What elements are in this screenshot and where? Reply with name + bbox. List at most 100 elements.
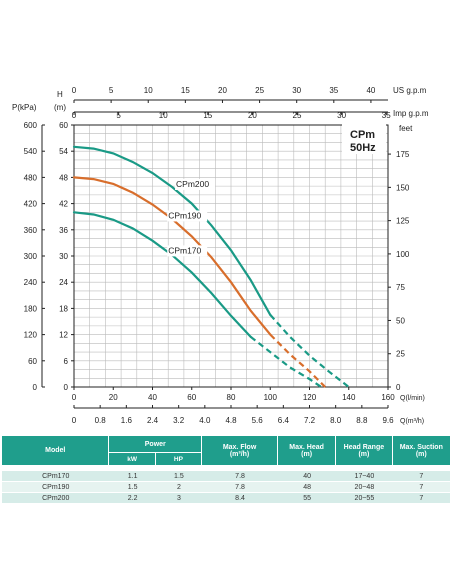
us-gpm-tick-label: 35: [329, 86, 338, 95]
m3h-tick-label: 8.0: [330, 416, 342, 425]
feet-tick-label: 100: [396, 250, 410, 259]
lpm-tick-label: 60: [187, 393, 196, 402]
grid-lines: [74, 125, 388, 387]
col-max-flow-label: Max. Flow: [222, 443, 257, 451]
us-gpm-tick-label: 40: [366, 86, 375, 95]
feet-axis-label: feet: [399, 124, 413, 133]
cell-max-flow: 8.4: [202, 493, 278, 504]
col-hp: HP: [155, 452, 203, 465]
head-tick-label: 60: [59, 121, 68, 130]
lpm-axis-label: Q(l/min): [400, 395, 425, 402]
lpm-tick-label: 40: [148, 393, 157, 402]
imp-gpm-tick-label: 5: [116, 111, 121, 120]
cell-hp: 1.5: [155, 471, 203, 482]
lpm-tick-label: 120: [303, 393, 317, 402]
cell-head-range: 20~55: [336, 493, 393, 504]
us-gpm-axis-label: US g.p.m: [393, 86, 427, 95]
head-tick-label: 24: [59, 278, 68, 287]
m3h-tick-label: 3.2: [173, 416, 185, 425]
m3h-tick-label: 9.6: [382, 416, 394, 425]
cpm200-series-label: CPm200: [176, 179, 209, 189]
cell-max-flow: 7.8: [202, 471, 278, 482]
m3h-tick-label: 6.4: [278, 416, 290, 425]
chart-title: CPm: [350, 129, 375, 141]
chart-title-box: [342, 124, 386, 154]
cell-head-range: 20~48: [336, 482, 393, 493]
head-tick-label: 18: [59, 304, 68, 313]
cell-max-suction: 7: [392, 482, 450, 493]
cpm200-curve-dashed: [269, 314, 350, 388]
m3h-tick-label: 5.6: [252, 416, 264, 425]
head-tick-label: 48: [59, 173, 68, 182]
m3h-tick-label: 2.4: [147, 416, 159, 425]
imp-gpm-tick-label: 20: [248, 111, 257, 120]
table-subheader-row: kW HP: [2, 452, 450, 465]
imp-gpm-tick-label: 35: [382, 111, 391, 120]
feet-tick-label: 125: [396, 217, 410, 226]
col-max-suction-label: Max. Suction: [399, 443, 443, 451]
m3h-axis-label: Q(m³/h): [400, 418, 424, 425]
col-max-flow: Max. Flow (m³/h): [202, 436, 278, 465]
cell-max-flow: 7.8: [202, 482, 278, 493]
cell-hp: 2: [155, 482, 203, 493]
m3h-tick-label: 0.8: [95, 416, 107, 425]
pressure-tick-label: 600: [24, 121, 38, 130]
head-tick-label: 6: [64, 357, 69, 366]
cell-max-suction: 7: [392, 493, 450, 504]
table-spacer: [2, 465, 450, 471]
head-tick-label: 0: [64, 383, 69, 392]
pressure-tick-label: 480: [24, 173, 38, 182]
m3h-tick-label: 8.8: [356, 416, 368, 425]
col-max-flow-unit: (m³/h): [229, 450, 250, 458]
us-gpm-tick-label: 25: [255, 86, 264, 95]
pressure-tick-label: 300: [24, 252, 38, 261]
col-max-head: Max. Head (m): [278, 436, 337, 465]
imp-gpm-tick-label: 30: [337, 111, 346, 120]
axis-ticks: [42, 100, 391, 408]
m3h-tick-label: 1.6: [121, 416, 133, 425]
cell-head-range: 17~40: [336, 471, 393, 482]
pressure-tick-label: 0: [33, 383, 38, 392]
pressure-tick-label: 360: [24, 226, 38, 235]
cpm200-label-bg: [175, 179, 216, 191]
feet-tick-label: 75: [396, 283, 405, 292]
cpm190-series-label: CPm190: [168, 210, 201, 220]
us-gpm-tick-label: 5: [109, 86, 114, 95]
head-tick-label: 42: [59, 200, 68, 209]
imp-gpm-tick-label: 25: [293, 111, 302, 120]
col-kw: kW: [109, 452, 156, 465]
lpm-tick-label: 0: [72, 393, 77, 402]
col-max-suction-unit: (m): [415, 450, 427, 458]
col-model: Model: [2, 436, 110, 465]
cell-max-head: 48: [278, 482, 337, 493]
lpm-tick-label: 160: [381, 393, 395, 402]
cpm170-curve-dashed: [249, 335, 322, 388]
cpm170-series-label: CPm170: [168, 245, 201, 255]
cell-kw: 1.1: [109, 471, 156, 482]
head-tick-label: 12: [59, 331, 68, 340]
axis-tick-labels: 0612182430364248546006012018024030036042…: [24, 86, 410, 425]
cell-model: CPm190: [2, 482, 110, 493]
head-axis-label-unit: (m): [54, 103, 66, 112]
head-tick-label: 54: [59, 147, 68, 156]
cpm190-curve-dashed: [269, 333, 326, 388]
head-axis-label-h: H: [57, 90, 63, 99]
m3h-tick-label: 7.2: [304, 416, 316, 425]
us-gpm-tick-label: 30: [292, 86, 301, 95]
table-row: CPm200 2.2 3 8.4 55 20~55 7: [2, 493, 450, 504]
us-gpm-tick-label: 10: [144, 86, 153, 95]
feet-tick-label: 50: [396, 316, 405, 325]
feet-tick-label: 175: [396, 150, 410, 159]
cpm170-curve-solid: [72, 211, 252, 338]
col-max-head-label: Max. Head: [289, 443, 324, 451]
lpm-tick-label: 140: [342, 393, 356, 402]
lpm-tick-label: 100: [264, 393, 278, 402]
table-header-row: Model Power Max. Flow (m³/h) Max. Head (…: [2, 436, 450, 465]
feet-tick-label: 150: [396, 183, 410, 192]
cell-max-suction: 7: [392, 471, 450, 482]
pump-spec-table: Model Power Max. Flow (m³/h) Max. Head (…: [2, 436, 450, 504]
cell-model: CPm170: [2, 471, 110, 482]
table-row: CPm170 1.1 1.5 7.8 40 17~40 7: [2, 471, 450, 482]
m3h-tick-label: 0: [72, 416, 77, 425]
lpm-tick-label: 20: [109, 393, 118, 402]
